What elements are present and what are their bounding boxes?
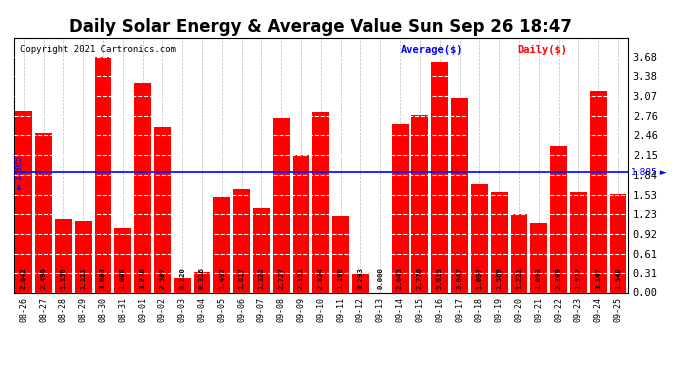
Bar bbox=[35, 133, 52, 292]
Text: 1.008: 1.008 bbox=[120, 267, 126, 289]
Text: 2.643: 2.643 bbox=[397, 267, 403, 289]
Text: Daily($): Daily($) bbox=[518, 45, 567, 55]
Text: 1.697: 1.697 bbox=[476, 267, 482, 289]
Text: 1.885 ►: 1.885 ► bbox=[631, 168, 667, 177]
Bar bbox=[213, 197, 230, 292]
Text: 0.316: 0.316 bbox=[199, 267, 205, 289]
Text: 2.495: 2.495 bbox=[41, 267, 46, 289]
Bar bbox=[609, 194, 627, 292]
Bar bbox=[293, 155, 309, 292]
Text: 1.322: 1.322 bbox=[259, 267, 264, 289]
Text: 3.683: 3.683 bbox=[100, 267, 106, 289]
Text: 2.842: 2.842 bbox=[21, 267, 27, 289]
Bar bbox=[451, 98, 468, 292]
Bar bbox=[233, 189, 250, 292]
Bar bbox=[570, 192, 586, 292]
Text: 1.617: 1.617 bbox=[239, 267, 245, 289]
Bar bbox=[392, 124, 408, 292]
Text: 0.293: 0.293 bbox=[357, 267, 364, 289]
Bar bbox=[273, 118, 290, 292]
Text: 2.151: 2.151 bbox=[298, 267, 304, 289]
Text: 3.276: 3.276 bbox=[139, 267, 146, 289]
Bar bbox=[491, 192, 508, 292]
Text: 2.727: 2.727 bbox=[278, 267, 284, 289]
Text: Copyright 2021 Cartronics.com: Copyright 2021 Cartronics.com bbox=[20, 45, 176, 54]
Bar bbox=[333, 216, 349, 292]
Bar bbox=[590, 92, 607, 292]
Bar bbox=[471, 184, 488, 292]
Bar bbox=[313, 112, 329, 292]
Title: Daily Solar Energy & Average Value Sun Sep 26 18:47: Daily Solar Energy & Average Value Sun S… bbox=[70, 18, 572, 36]
Text: 2.776: 2.776 bbox=[417, 267, 423, 289]
Bar bbox=[511, 214, 527, 292]
Bar bbox=[411, 115, 428, 292]
Bar bbox=[15, 111, 32, 292]
Bar bbox=[174, 279, 190, 292]
Text: 1.190: 1.190 bbox=[337, 267, 344, 289]
Text: 2.587: 2.587 bbox=[159, 267, 166, 289]
Bar bbox=[431, 62, 448, 292]
Bar bbox=[134, 83, 151, 292]
Bar bbox=[352, 274, 369, 292]
Bar bbox=[55, 219, 72, 292]
Bar bbox=[550, 146, 567, 292]
Bar bbox=[95, 57, 111, 292]
Text: ► 1.885: ► 1.885 bbox=[14, 156, 23, 189]
Text: 1.150: 1.150 bbox=[60, 267, 66, 289]
Text: 0.220: 0.220 bbox=[179, 267, 185, 289]
Text: 3.047: 3.047 bbox=[457, 267, 462, 289]
Bar bbox=[253, 208, 270, 292]
Text: 1.121: 1.121 bbox=[80, 267, 86, 289]
Text: 1.577: 1.577 bbox=[575, 267, 582, 289]
Text: 3.613: 3.613 bbox=[437, 267, 443, 289]
Text: 1.492: 1.492 bbox=[219, 267, 225, 289]
Text: 2.824: 2.824 bbox=[318, 267, 324, 289]
Text: 1.093: 1.093 bbox=[535, 267, 542, 289]
Bar bbox=[75, 221, 92, 292]
Bar bbox=[154, 127, 171, 292]
Bar bbox=[194, 272, 210, 292]
Text: 3.147: 3.147 bbox=[595, 267, 601, 289]
Bar bbox=[115, 228, 131, 292]
Text: 1.221: 1.221 bbox=[516, 267, 522, 289]
Text: 2.299: 2.299 bbox=[555, 267, 562, 289]
Text: 1.540: 1.540 bbox=[615, 267, 621, 289]
Text: 0.000: 0.000 bbox=[377, 267, 383, 289]
Text: Average($): Average($) bbox=[401, 45, 463, 55]
Bar bbox=[531, 223, 547, 292]
Text: 1.569: 1.569 bbox=[496, 267, 502, 289]
